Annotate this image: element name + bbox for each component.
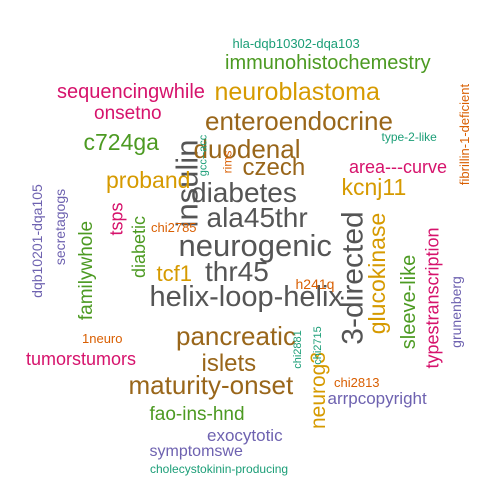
word-maturity-onset: maturity-onset: [128, 370, 294, 400]
word-grunenberg: grunenberg: [447, 276, 464, 348]
word-pancreatic: pancreatic: [176, 321, 296, 351]
word-typestranscription: typestranscription: [422, 227, 443, 369]
word-sequencingwhile: sequencingwhile: [57, 81, 205, 103]
word-c724ga: c724ga: [83, 128, 159, 155]
word-dqb10201-dqa105: dqb10201-dqa105: [28, 184, 45, 298]
word-immunohistochemestry: immunohistochemestry: [225, 52, 431, 74]
word-exocytotic: exocytotic: [207, 425, 283, 445]
word-chi2715: chi2715: [311, 325, 324, 365]
word-czech: czech: [242, 154, 306, 181]
word-arrpcopyright: arrpcopyright: [327, 388, 427, 408]
word-glucokinase: glucokinase: [363, 212, 390, 334]
word-fao-ins-hnd: fao-ins-hnd: [149, 403, 245, 425]
word-secretagogs: secretagogs: [52, 188, 69, 266]
word-rims: rims: [219, 150, 234, 174]
word-chi2881: chi2881: [291, 329, 304, 369]
word-helix-loop-helix: helix-loop-helix: [149, 280, 343, 313]
word-diabetic: diabetic: [129, 215, 150, 279]
word-cholecystokinin-producing: cholecystokinin-producing: [150, 462, 289, 476]
word-ala45thr: ala45thr: [206, 202, 308, 233]
word-gcc-acc: gcc--acc: [197, 134, 210, 176]
word-enteroendocrine: enteroendocrine: [205, 106, 393, 136]
word-tcf1: tcf1: [156, 261, 192, 286]
word-proband: proband: [106, 166, 191, 193]
word-diabetes: diabetes: [191, 177, 297, 208]
word-tsps: tsps: [106, 202, 127, 236]
word-kcnj11: kcnj11: [341, 173, 407, 200]
word-h241q: h241q: [295, 276, 335, 292]
word-onsetno: onsetno: [94, 102, 162, 124]
word-chi2785: chi2785: [151, 219, 197, 235]
word-neuroblastoma: neuroblastoma: [214, 77, 380, 106]
word-type-2-like: type-2-like: [381, 130, 437, 144]
word-fibrillin-1-deficient: fibrillin-1-deficient: [456, 83, 472, 185]
word-chi2813: chi2813: [334, 374, 380, 390]
word-neurogenic: neurogenic: [178, 227, 332, 263]
word-hla-dqb10302-dqa103: hla-dqb10302-dqa103: [232, 35, 360, 51]
word-tumorstumors: tumorstumors: [26, 349, 137, 369]
word-familywhole: familywhole: [75, 220, 97, 320]
word-sleeve-like: sleeve-like: [398, 254, 421, 350]
word-1neuro: 1neuro: [82, 330, 123, 346]
word-symptomswe: symptomswe: [149, 443, 243, 460]
word-duodenal: duodenal: [193, 134, 301, 164]
word-thr45: thr45: [205, 256, 269, 287]
word-area-curve: area---curve: [349, 157, 448, 177]
word-islets: islets: [201, 350, 257, 377]
